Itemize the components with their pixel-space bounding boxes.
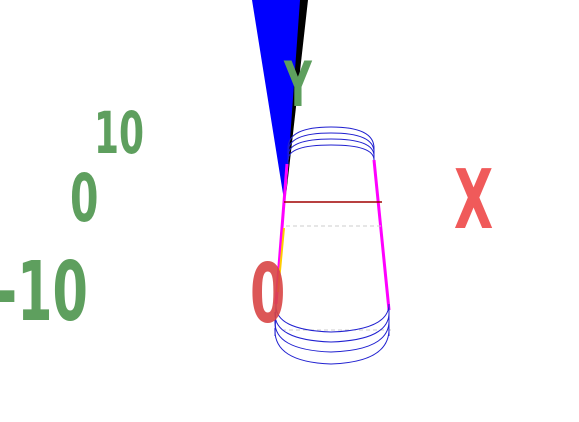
y-tick-minus-10: -10 [0,245,88,340]
y-axis-label: Y [284,48,312,121]
right-edge [372,159,391,311]
x-tick-0: 0 [250,247,286,342]
y-tick-10: 10 [94,99,145,167]
top-rings [287,126,375,164]
cone-shape [252,0,306,200]
y-tick-0: 0 [70,160,99,237]
yellow-axis [277,227,285,293]
x-axis-label: X [454,153,494,248]
bottom-rings [274,303,390,365]
left-edge [274,163,289,305]
